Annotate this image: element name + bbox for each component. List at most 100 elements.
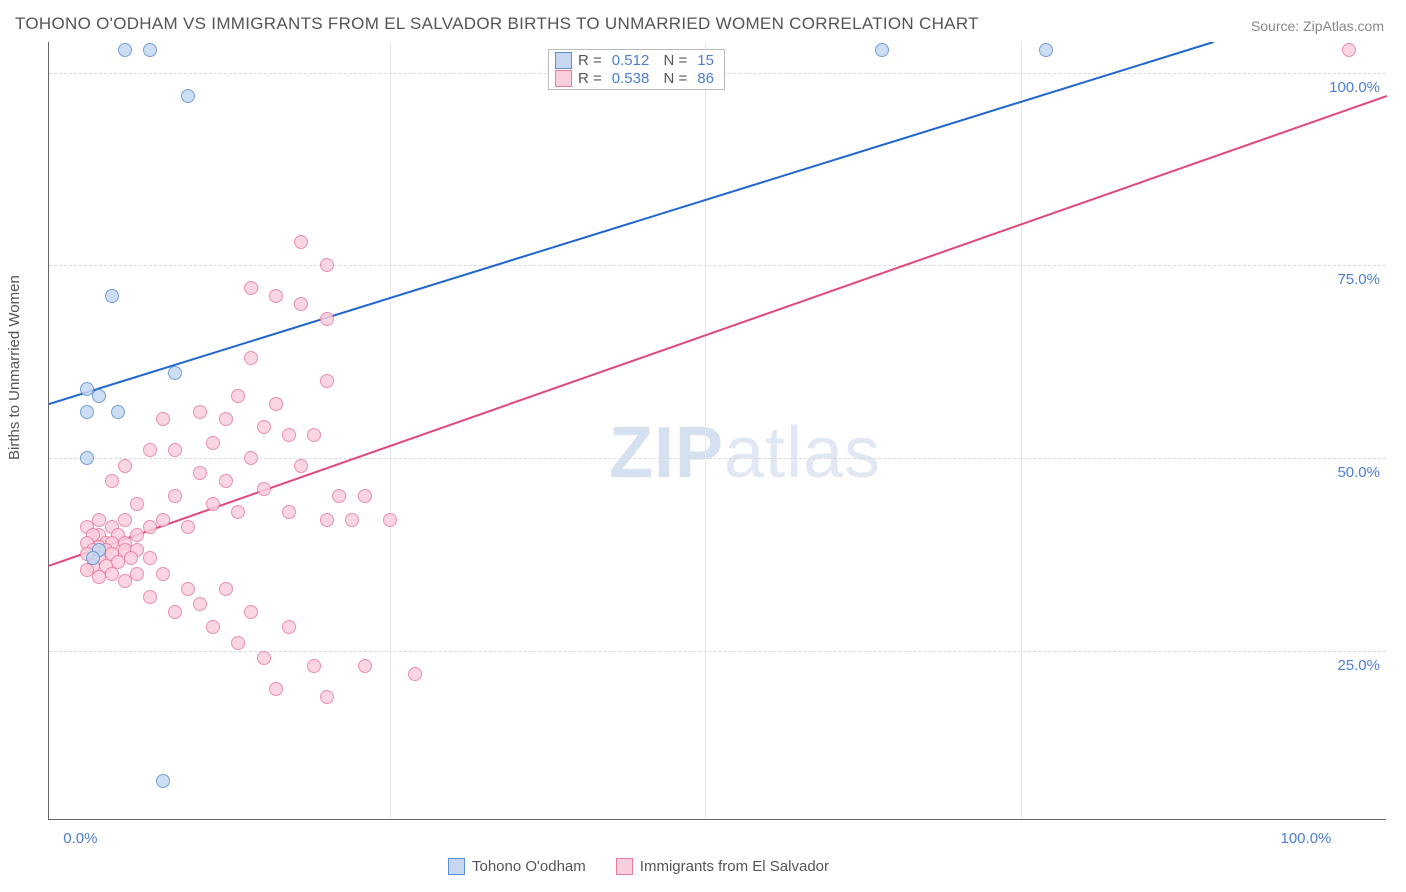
data-point — [1039, 43, 1053, 57]
data-point — [219, 412, 233, 426]
y-tick-label: 25.0% — [1337, 657, 1380, 674]
data-point — [320, 374, 334, 388]
data-point — [118, 513, 132, 527]
data-point — [257, 420, 271, 434]
data-point — [118, 459, 132, 473]
swatch-series2 — [555, 70, 572, 87]
n-value-series1: 15 — [697, 52, 714, 69]
data-point — [92, 570, 106, 584]
legend-item-series2: Immigrants from El Salvador — [616, 858, 829, 875]
y-tick-label: 100.0% — [1329, 79, 1380, 96]
data-point — [269, 682, 283, 696]
data-point — [875, 43, 889, 57]
scatter-plot: ZIPatlas 25.0%50.0%75.0%100.0% — [48, 42, 1386, 820]
data-point — [1342, 43, 1356, 57]
grid-line-v — [1021, 42, 1022, 819]
data-point — [156, 774, 170, 788]
data-point — [124, 551, 138, 565]
data-point — [244, 351, 258, 365]
data-point — [320, 690, 334, 704]
data-point — [118, 43, 132, 57]
data-point — [156, 567, 170, 581]
data-point — [193, 405, 207, 419]
data-point — [168, 366, 182, 380]
data-point — [111, 405, 125, 419]
data-point — [206, 620, 220, 634]
data-point — [307, 428, 321, 442]
data-point — [143, 520, 157, 534]
x-tick-label: 100.0% — [1281, 830, 1332, 847]
data-point — [206, 436, 220, 450]
data-point — [282, 620, 296, 634]
grid-line-v — [390, 42, 391, 819]
data-point — [244, 605, 258, 619]
data-point — [130, 497, 144, 511]
data-point — [105, 289, 119, 303]
chart-title: TOHONO O'ODHAM VS IMMIGRANTS FROM EL SAL… — [15, 14, 979, 34]
data-point — [143, 551, 157, 565]
data-point — [181, 582, 195, 596]
grid-line-h — [49, 265, 1386, 266]
swatch-series1-icon — [448, 858, 465, 875]
data-point — [118, 574, 132, 588]
regression-lines — [49, 42, 1387, 820]
data-point — [105, 474, 119, 488]
data-point — [244, 281, 258, 295]
source-label: Source: ZipAtlas.com — [1251, 18, 1384, 34]
correlation-legend: R = 0.512 N = 15 R = 0.538 N = 86 — [548, 49, 725, 90]
data-point — [206, 497, 220, 511]
series-legend: Tohono O'odham Immigrants from El Salvad… — [448, 858, 829, 875]
data-point — [168, 605, 182, 619]
swatch-series2-icon — [616, 858, 633, 875]
r-value-series1: 0.512 — [612, 52, 650, 69]
data-point — [358, 489, 372, 503]
data-point — [282, 428, 296, 442]
data-point — [231, 636, 245, 650]
data-point — [143, 590, 157, 604]
x-tick-label: 0.0% — [63, 830, 97, 847]
data-point — [181, 520, 195, 534]
grid-line-v — [705, 42, 706, 819]
data-point — [320, 513, 334, 527]
data-point — [294, 459, 308, 473]
n-value-series2: 86 — [697, 70, 714, 87]
data-point — [269, 397, 283, 411]
data-point — [168, 489, 182, 503]
data-point — [193, 466, 207, 480]
watermark: ZIPatlas — [609, 412, 881, 494]
data-point — [231, 389, 245, 403]
data-point — [143, 443, 157, 457]
data-point — [156, 412, 170, 426]
data-point — [257, 482, 271, 496]
legend-row-series2: R = 0.538 N = 86 — [555, 70, 718, 87]
data-point — [86, 551, 100, 565]
data-point — [383, 513, 397, 527]
series1-name: Tohono O'odham — [472, 858, 586, 875]
data-point — [332, 489, 346, 503]
data-point — [408, 667, 422, 681]
y-axis-label: Births to Unmarried Women — [6, 275, 23, 460]
r-value-series2: 0.538 — [612, 70, 650, 87]
data-point — [294, 235, 308, 249]
swatch-series1 — [555, 52, 572, 69]
grid-line-h — [49, 651, 1386, 652]
data-point — [358, 659, 372, 673]
data-point — [244, 451, 258, 465]
legend-item-series1: Tohono O'odham — [448, 858, 586, 875]
data-point — [269, 289, 283, 303]
series2-name: Immigrants from El Salvador — [640, 858, 829, 875]
data-point — [345, 513, 359, 527]
data-point — [320, 258, 334, 272]
data-point — [143, 43, 157, 57]
data-point — [130, 567, 144, 581]
legend-row-series1: R = 0.512 N = 15 — [555, 52, 718, 69]
data-point — [80, 405, 94, 419]
data-point — [294, 297, 308, 311]
y-tick-label: 50.0% — [1337, 464, 1380, 481]
data-point — [231, 505, 245, 519]
data-point — [168, 443, 182, 457]
data-point — [92, 389, 106, 403]
data-point — [320, 312, 334, 326]
data-point — [219, 582, 233, 596]
data-point — [181, 89, 195, 103]
